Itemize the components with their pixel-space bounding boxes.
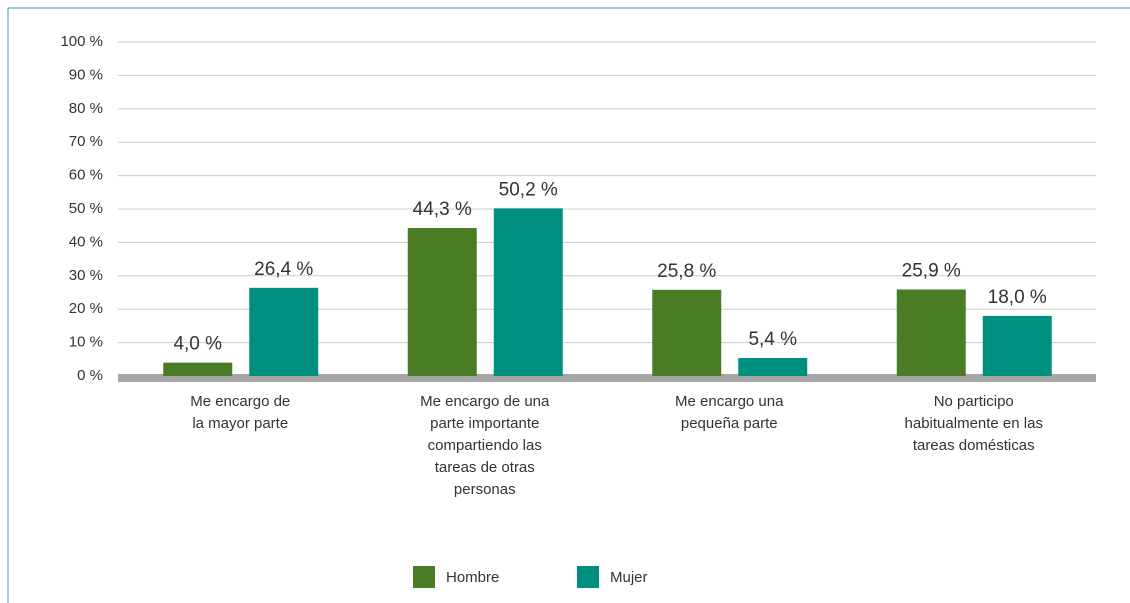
- x-tick-label: tareas domésticas: [913, 437, 1035, 454]
- bar: [493, 208, 563, 376]
- x-tick-label: la mayor parte: [192, 415, 288, 432]
- x-tick-label: personas: [454, 481, 516, 498]
- x-tick-label: habitualmente en las: [905, 415, 1043, 432]
- bar: [652, 289, 722, 376]
- y-tick-label: 0 %: [77, 367, 103, 384]
- bar: [738, 357, 808, 376]
- legend-swatch: [577, 566, 599, 588]
- x-tick-label: No participo: [934, 393, 1014, 410]
- value-label: 25,8 %: [657, 261, 716, 282]
- x-tick-label: Me encargo una: [675, 393, 784, 410]
- y-tick-label: 30 %: [69, 267, 103, 284]
- x-tick-label: tareas de otras: [435, 459, 535, 476]
- y-tick-label: 80 %: [69, 100, 103, 117]
- x-axis: [118, 374, 1096, 382]
- y-tick-label: 10 %: [69, 334, 103, 351]
- x-tick-label: Me encargo de una: [420, 393, 550, 410]
- y-tick-label: 100 %: [60, 33, 103, 50]
- value-label: 25,9 %: [902, 261, 961, 282]
- y-tick-label: 70 %: [69, 133, 103, 150]
- value-label: 44,3 %: [413, 199, 472, 220]
- x-tick-label: pequeña parte: [681, 415, 778, 432]
- value-label: 26,4 %: [254, 259, 313, 280]
- bar: [163, 362, 233, 376]
- value-label: 4,0 %: [173, 334, 222, 355]
- x-tick-label: compartiendo las: [428, 437, 542, 454]
- y-tick-label: 50 %: [69, 200, 103, 217]
- y-tick-label: 20 %: [69, 300, 103, 317]
- bar: [407, 228, 477, 376]
- x-tick-label: parte importante: [430, 415, 539, 432]
- y-tick-label: 90 %: [69, 66, 103, 83]
- legend-swatch: [413, 566, 435, 588]
- y-tick-label: 40 %: [69, 233, 103, 250]
- bar: [982, 315, 1052, 376]
- value-label: 18,0 %: [988, 287, 1047, 308]
- bar: [896, 289, 966, 376]
- value-label: 50,2 %: [499, 179, 558, 200]
- legend-label: Mujer: [610, 569, 648, 586]
- value-label: 5,4 %: [748, 329, 797, 350]
- legend-label: Hombre: [446, 569, 499, 586]
- bar: [249, 287, 319, 376]
- y-tick-label: 60 %: [69, 167, 103, 184]
- x-tick-label: Me encargo de: [190, 393, 290, 410]
